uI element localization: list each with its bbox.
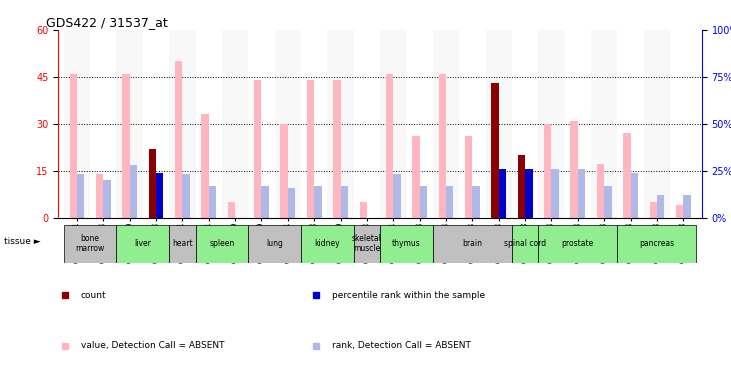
Text: prostate: prostate [561, 239, 594, 248]
Bar [577, 169, 586, 217]
Bar [499, 169, 506, 217]
Text: brain: brain [463, 239, 482, 248]
Bar [69, 74, 77, 217]
Bar [307, 80, 314, 218]
Bar [393, 174, 401, 217]
Bar [281, 124, 288, 218]
Bar [196, 225, 249, 262]
Text: GDS422 / 31537_at: GDS422 / 31537_at [45, 16, 167, 29]
Bar [544, 124, 551, 218]
Bar [631, 172, 638, 217]
Bar [644, 30, 670, 217]
Bar [525, 169, 532, 217]
Text: thymus: thymus [392, 239, 421, 248]
Bar [538, 30, 564, 217]
Bar [175, 61, 183, 217]
Bar [77, 174, 84, 217]
Bar [433, 225, 512, 262]
Bar [209, 186, 216, 218]
Bar [605, 186, 612, 218]
Bar [386, 74, 393, 217]
Bar [420, 186, 427, 218]
Bar [341, 186, 348, 218]
Text: skeletal
muscle: skeletal muscle [352, 234, 382, 254]
Bar [433, 30, 459, 217]
Bar [439, 74, 446, 217]
Bar [64, 225, 116, 262]
Bar [275, 30, 301, 217]
Text: rank, Detection Call = ABSENT: rank, Detection Call = ABSENT [332, 341, 471, 350]
Bar [129, 165, 137, 218]
Bar [169, 30, 196, 217]
Bar [683, 195, 691, 217]
Bar [380, 30, 406, 217]
Bar [518, 155, 525, 218]
Bar [538, 225, 618, 262]
Text: count: count [81, 291, 107, 300]
Bar [360, 202, 367, 217]
Bar [512, 225, 538, 262]
Bar [650, 202, 657, 217]
Bar [624, 133, 631, 218]
Bar [116, 30, 143, 217]
Text: bone
marrow: bone marrow [75, 234, 105, 254]
Bar [201, 114, 209, 218]
Text: kidney: kidney [314, 239, 340, 248]
Bar [380, 225, 433, 262]
Bar [551, 169, 559, 217]
Text: pancreas: pancreas [640, 239, 675, 248]
Bar [570, 121, 577, 218]
Text: percentile rank within the sample: percentile rank within the sample [332, 291, 485, 300]
Bar [254, 80, 262, 218]
Bar [591, 30, 618, 217]
Bar [354, 225, 380, 262]
Bar [596, 164, 605, 218]
Text: spleen: spleen [209, 239, 235, 248]
Bar [103, 180, 110, 218]
Bar [183, 174, 190, 217]
Bar [465, 136, 472, 218]
Bar [333, 80, 341, 218]
Bar [156, 172, 164, 217]
Bar [222, 30, 249, 217]
Bar [412, 136, 420, 218]
Text: value, Detection Call = ABSENT: value, Detection Call = ABSENT [81, 341, 224, 350]
Bar [64, 30, 90, 217]
Bar [116, 225, 169, 262]
Bar [491, 83, 499, 218]
Bar [262, 186, 269, 218]
Text: tissue ►: tissue ► [4, 237, 40, 246]
Text: liver: liver [135, 239, 151, 248]
Bar [96, 174, 103, 217]
Bar [249, 225, 301, 262]
Bar [288, 188, 295, 218]
Bar [122, 74, 129, 217]
Bar [491, 83, 499, 218]
Bar [485, 30, 512, 217]
Text: spinal cord: spinal cord [504, 239, 546, 248]
Bar [314, 186, 322, 218]
Bar [327, 30, 354, 217]
Text: heart: heart [172, 239, 193, 248]
Bar [301, 225, 354, 262]
Text: lung: lung [266, 239, 283, 248]
Bar [618, 225, 697, 262]
Bar [148, 149, 156, 217]
Bar [228, 202, 235, 217]
Bar [446, 186, 453, 218]
Bar [676, 205, 683, 218]
Bar [499, 169, 506, 217]
Bar [657, 195, 664, 217]
Bar [169, 225, 196, 262]
Bar [472, 186, 480, 218]
